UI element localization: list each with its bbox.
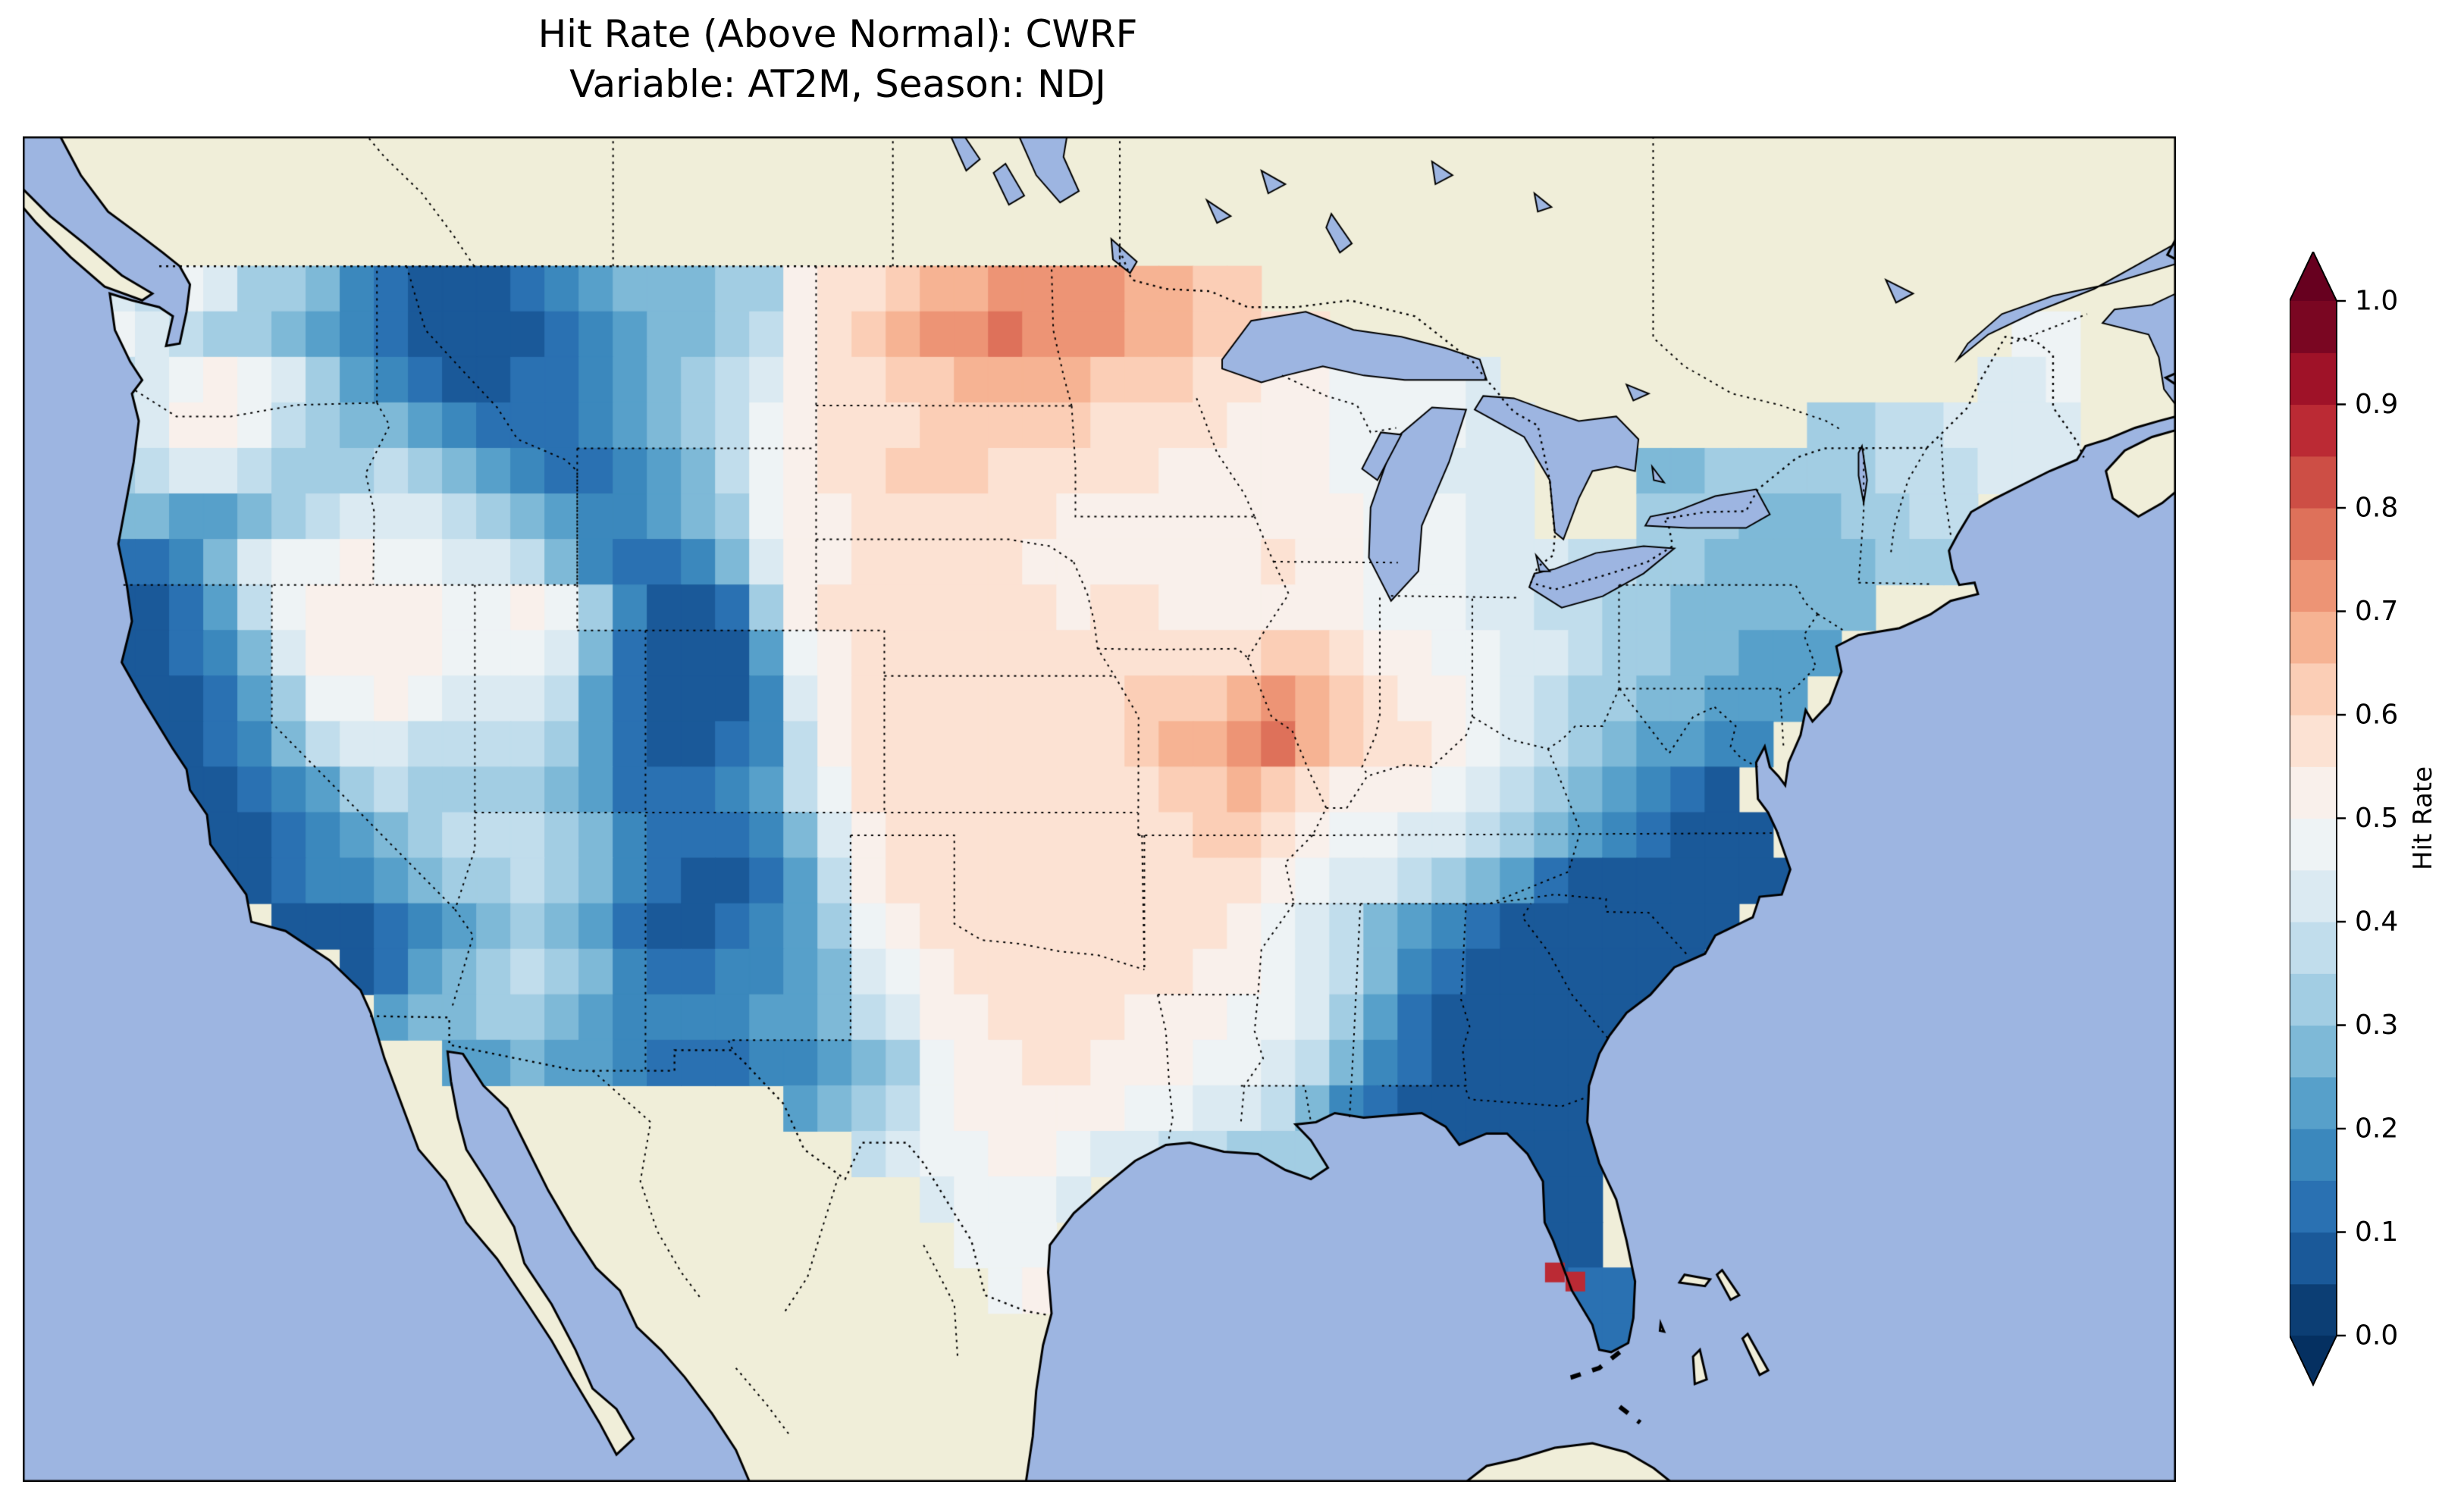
colorbar-tick-label: 0.8 [2355,493,2398,524]
colorbar-band [2290,508,2337,560]
colorbar-band [2290,611,2337,664]
colorbar-tick-label: 0.3 [2355,1010,2398,1041]
colorbar-band [2290,818,2337,871]
colorbar: 0.0 0.1 0.2 0.3 0.4 0.5 0.6 0.7 0.8 0.9 1.0 Hit Rat… [2290,252,2438,1387]
colorbar-band [2290,922,2337,974]
colorbar-band [2290,1025,2337,1078]
colorbar-extend-above [2290,252,2337,301]
colorbar-band [2290,1283,2337,1336]
colorbar-band [2290,559,2337,612]
colorbar-band [2290,869,2337,922]
colorbar-band [2290,352,2337,406]
colorbar-tick-label: 0.7 [2355,596,2398,627]
colorbar-tick-label: 0.4 [2355,907,2398,938]
colorbar-tick-label: 0.2 [2355,1113,2398,1145]
colorbar-tick-label: 0.9 [2355,389,2398,420]
colorbar-tick-label: 1.0 [2355,286,2398,317]
colorbar-band [2290,662,2337,716]
colorbar-extend-below [2290,1336,2337,1385]
map-canvas [23,136,2176,1482]
chart-title-line2: Variable: AT2M, Season: NDJ [569,62,1106,106]
colorbar-axis-label: Hit Rate [2408,766,2438,870]
colorbar-tick-label: 0.0 [2355,1320,2398,1351]
colorbar-band [2290,1129,2337,1181]
chart-title: Hit Rate (Above Normal): CWRF Variable: … [0,9,1676,109]
colorbar-band [2290,715,2337,767]
colorbar-band [2290,973,2337,1026]
colorbar-band [2290,1180,2337,1233]
colorbar-band [2290,456,2337,509]
colorbar-band [2290,766,2337,819]
colorbar-band [2290,301,2337,353]
colorbar-tick-label: 0.1 [2355,1217,2398,1248]
colorbar-band [2290,1232,2337,1285]
colorbar-band [2290,404,2337,457]
colorbar-band [2290,1076,2337,1129]
chart-title-line1: Hit Rate (Above Normal): CWRF [538,12,1138,56]
colorbar-tick-label: 0.6 [2355,700,2398,731]
colorbar-tick-label: 0.5 [2355,803,2398,834]
